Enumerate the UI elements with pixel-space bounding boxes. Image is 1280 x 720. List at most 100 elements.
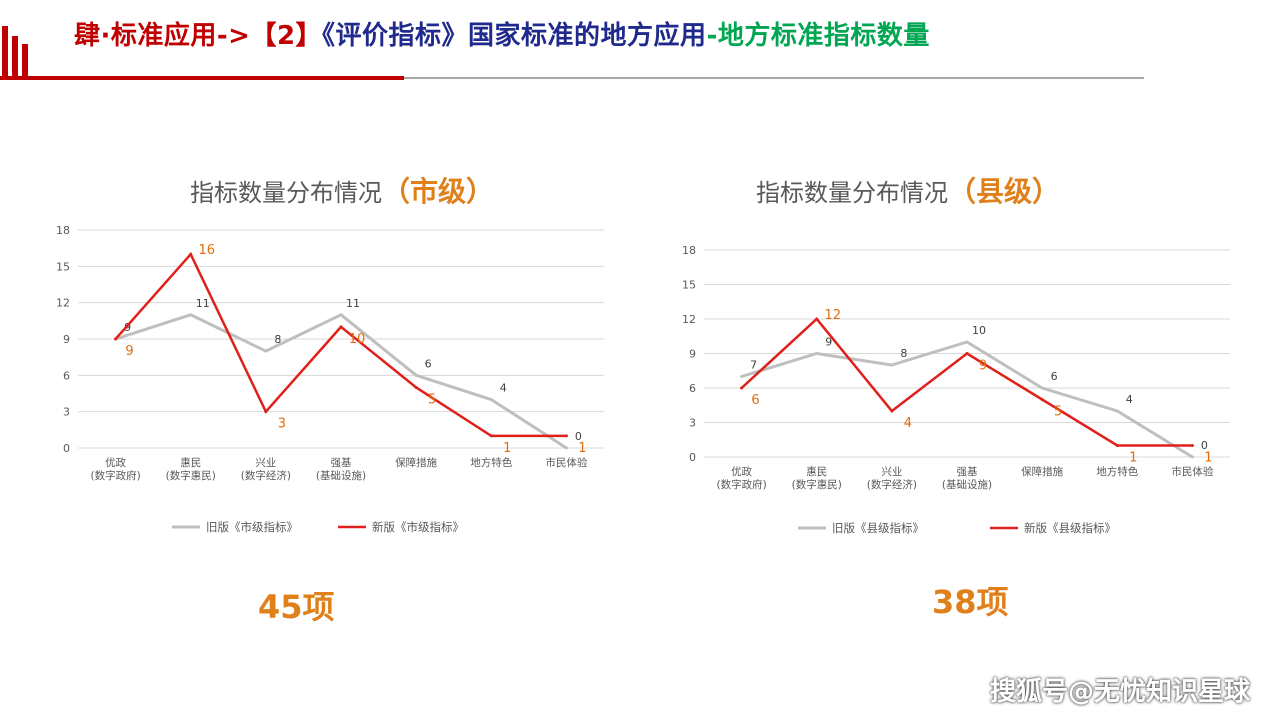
x-tick-label: 兴业 — [255, 457, 276, 469]
data-point — [1115, 409, 1119, 413]
data-point — [414, 373, 418, 377]
data-point — [264, 349, 268, 353]
legend-label: 新版《县级指标》 — [1024, 521, 1116, 535]
x-tick-label: 兴业 — [881, 466, 902, 478]
line-chart-city: 0369121518优政(数字政府)惠民(数字惠民)兴业(数字经济)强基(基础设… — [56, 224, 604, 534]
chart-title-county: 指标数量分布情况（县级） — [756, 170, 1060, 210]
x-tick-label: 市民体验 — [545, 456, 587, 469]
x-tick-label: (数字政府) — [90, 469, 140, 482]
chart-title-city-accent: （市级） — [382, 175, 495, 208]
data-label: 4 — [500, 382, 507, 395]
x-tick-label: 地方特色 — [1096, 465, 1139, 478]
y-tick-label: 0 — [689, 451, 696, 464]
y-tick-label: 12 — [682, 313, 696, 326]
chart-title-county-accent: （县级） — [948, 175, 1061, 208]
chart-title-county-text: 指标数量分布情况 — [756, 179, 948, 207]
series-line-new — [114, 251, 567, 438]
data-label: 9 — [979, 359, 987, 374]
data-point — [815, 352, 819, 355]
y-tick-label: 18 — [56, 224, 70, 237]
x-tick-label: (基础设施) — [942, 478, 992, 491]
x-tick-label: (基础设施) — [316, 469, 366, 482]
y-tick-label: 15 — [682, 279, 696, 292]
x-tick-label: 地方特色 — [470, 456, 512, 469]
data-label: 8 — [900, 347, 907, 360]
data-label: 10 — [972, 324, 986, 337]
x-tick-label: 优政 — [731, 465, 753, 478]
data-point — [339, 313, 343, 317]
data-label: 1 — [503, 441, 511, 456]
data-point — [564, 446, 568, 450]
y-tick-label: 9 — [689, 348, 696, 361]
data-point — [189, 252, 193, 256]
data-label: 6 — [1051, 370, 1058, 383]
line-chart-county: 0369121518优政(数字政府)惠民(数字惠民)兴业(数字经济)强基(基础设… — [682, 244, 1230, 535]
data-label: 0 — [575, 430, 582, 443]
page-title: 肆·标准应用->【2】《评价指标》国家标准的地方应用-地方标准指标数量 — [74, 16, 930, 56]
data-label: 6 — [425, 357, 432, 370]
data-label: 10 — [349, 332, 366, 347]
data-point — [1040, 386, 1044, 390]
data-label: 5 — [428, 392, 436, 407]
data-point — [414, 385, 418, 389]
x-tick-label: 强基 — [957, 465, 978, 478]
data-label: 11 — [196, 297, 210, 310]
data-label: 1 — [578, 441, 586, 456]
data-point — [339, 325, 343, 329]
x-tick-label: 强基 — [331, 456, 352, 469]
data-label: 6 — [751, 393, 759, 408]
data-label: 16 — [198, 243, 215, 258]
chart-title-city: 指标数量分布情况（市级） — [190, 170, 494, 210]
page-title-section: 肆·标准应用->【2】 — [74, 21, 323, 51]
data-point — [815, 317, 819, 321]
data-label: 4 — [904, 416, 912, 431]
legend-label: 旧版《市级指标》 — [206, 520, 298, 534]
brand-logo-bars — [0, 18, 40, 78]
page-title-topic: 《评价指标》国家标准的地方应用 — [322, 21, 707, 51]
watermark: 搜狐号@无忧知识星球 — [989, 677, 1250, 707]
data-point — [740, 386, 744, 390]
x-tick-label: 市民体验 — [1171, 465, 1213, 478]
total-count-city: 45项 — [258, 588, 335, 626]
data-label: 9 — [125, 344, 133, 359]
data-label: 1 — [1204, 451, 1212, 466]
data-label: 9 — [124, 321, 131, 334]
data-point — [189, 313, 193, 317]
data-point — [1115, 444, 1119, 447]
y-tick-label: 3 — [63, 406, 70, 419]
data-label: 1 — [1129, 451, 1137, 466]
data-label: 7 — [750, 359, 757, 372]
y-tick-label: 6 — [689, 382, 696, 395]
data-label: 9 — [825, 336, 832, 349]
page-title-subtopic: -地方标准指标数量 — [706, 21, 930, 51]
data-point — [1190, 444, 1194, 447]
data-point — [1190, 455, 1194, 459]
x-tick-label: 惠民 — [806, 465, 827, 478]
data-point — [890, 363, 894, 367]
header-rule — [404, 77, 1144, 79]
total-count-county: 38项 — [932, 583, 1009, 621]
x-tick-label: (数字惠民) — [792, 478, 842, 491]
legend-label: 旧版《县级指标》 — [832, 521, 924, 535]
data-point — [489, 434, 493, 438]
x-tick-label: 保障措施 — [395, 456, 437, 469]
data-point — [965, 352, 969, 355]
x-tick-label: (数字政府) — [716, 478, 766, 491]
data-label: 5 — [1054, 405, 1062, 420]
data-point — [1040, 398, 1044, 401]
data-point — [890, 409, 894, 413]
y-tick-label: 15 — [56, 260, 70, 273]
x-tick-label: 保障措施 — [1021, 465, 1063, 478]
header-rule-accent — [0, 76, 404, 80]
data-point — [114, 337, 118, 341]
x-tick-label: 惠民 — [180, 456, 201, 469]
data-label: 4 — [1126, 393, 1133, 406]
chart-title-city-text: 指标数量分布情况 — [190, 179, 382, 207]
x-tick-label: (数字经济) — [867, 478, 917, 491]
y-tick-label: 12 — [56, 297, 70, 310]
data-label: 3 — [278, 417, 286, 432]
y-tick-label: 6 — [63, 369, 70, 382]
y-tick-label: 9 — [63, 333, 70, 346]
x-tick-label: 优政 — [105, 456, 126, 469]
data-label: 12 — [824, 308, 841, 323]
